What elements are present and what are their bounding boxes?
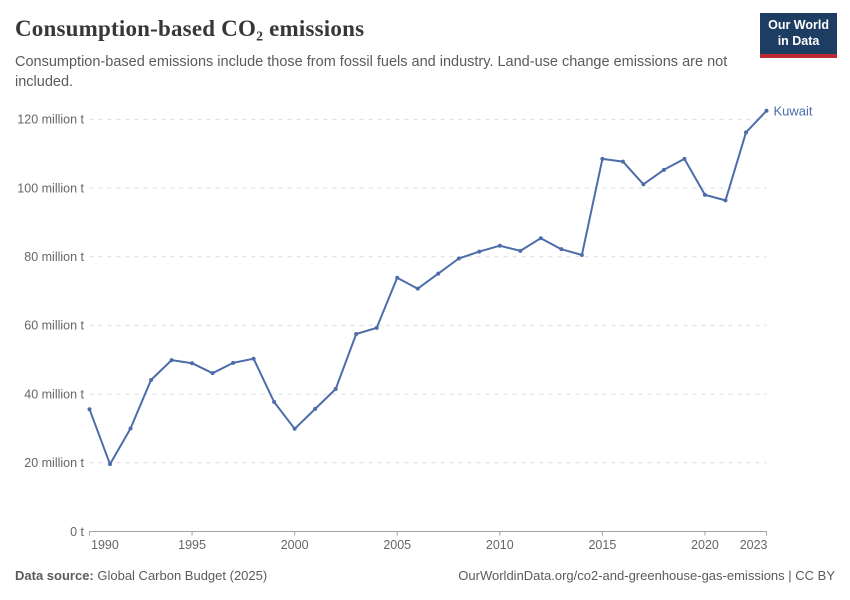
x-axis: 1990 1995 2000 2005 2010 2015 2020 2023 <box>89 531 768 552</box>
svg-text:2015: 2015 <box>588 538 616 552</box>
svg-text:2010: 2010 <box>486 538 514 552</box>
y-gridlines <box>89 118 767 532</box>
svg-text:1990: 1990 <box>91 538 119 552</box>
owid-logo[interactable]: Our World in Data <box>760 13 837 58</box>
series-line-kuwait[interactable] <box>88 109 768 466</box>
svg-text:120 million t: 120 million t <box>17 113 84 127</box>
footer-link[interactable]: OurWorldinData.org/co2-and-greenhouse-ga… <box>458 568 835 583</box>
svg-text:60 million t: 60 million t <box>24 319 84 333</box>
svg-text:40 million t: 40 million t <box>24 387 84 401</box>
svg-text:2023: 2023 <box>740 538 768 552</box>
data-source: Data source: Global Carbon Budget (2025) <box>15 568 267 583</box>
data-source-label: Data source: <box>15 568 94 583</box>
page-title: Consumption-based CO₂ emissions <box>15 16 365 41</box>
svg-text:0 t: 0 t <box>70 525 84 539</box>
emissions-line-chart[interactable]: 0 t 20 million t 40 million t 60 million t 8… <box>0 100 850 560</box>
svg-text:2000: 2000 <box>281 538 309 552</box>
svg-text:2005: 2005 <box>383 538 411 552</box>
owid-logo-line1: Our World <box>768 18 829 32</box>
entity-label[interactable]: Kuwait <box>774 103 813 118</box>
chart-footer: Data source: Global Carbon Budget (2025)… <box>15 568 835 583</box>
svg-text:20 million t: 20 million t <box>24 456 84 470</box>
data-source-value: Global Carbon Budget (2025) <box>93 568 268 583</box>
series-points-kuwait[interactable] <box>87 108 769 467</box>
chart-subtitle: Consumption-based emissions include thos… <box>15 54 728 90</box>
y-axis-labels: 0 t 20 million t 40 million t 60 million t 8… <box>17 113 84 539</box>
svg-text:80 million t: 80 million t <box>24 250 84 264</box>
svg-text:100 million t: 100 million t <box>17 181 84 195</box>
svg-text:2020: 2020 <box>691 538 719 552</box>
owid-logo-line2: in Data <box>777 33 820 48</box>
svg-text:1995: 1995 <box>178 538 206 552</box>
